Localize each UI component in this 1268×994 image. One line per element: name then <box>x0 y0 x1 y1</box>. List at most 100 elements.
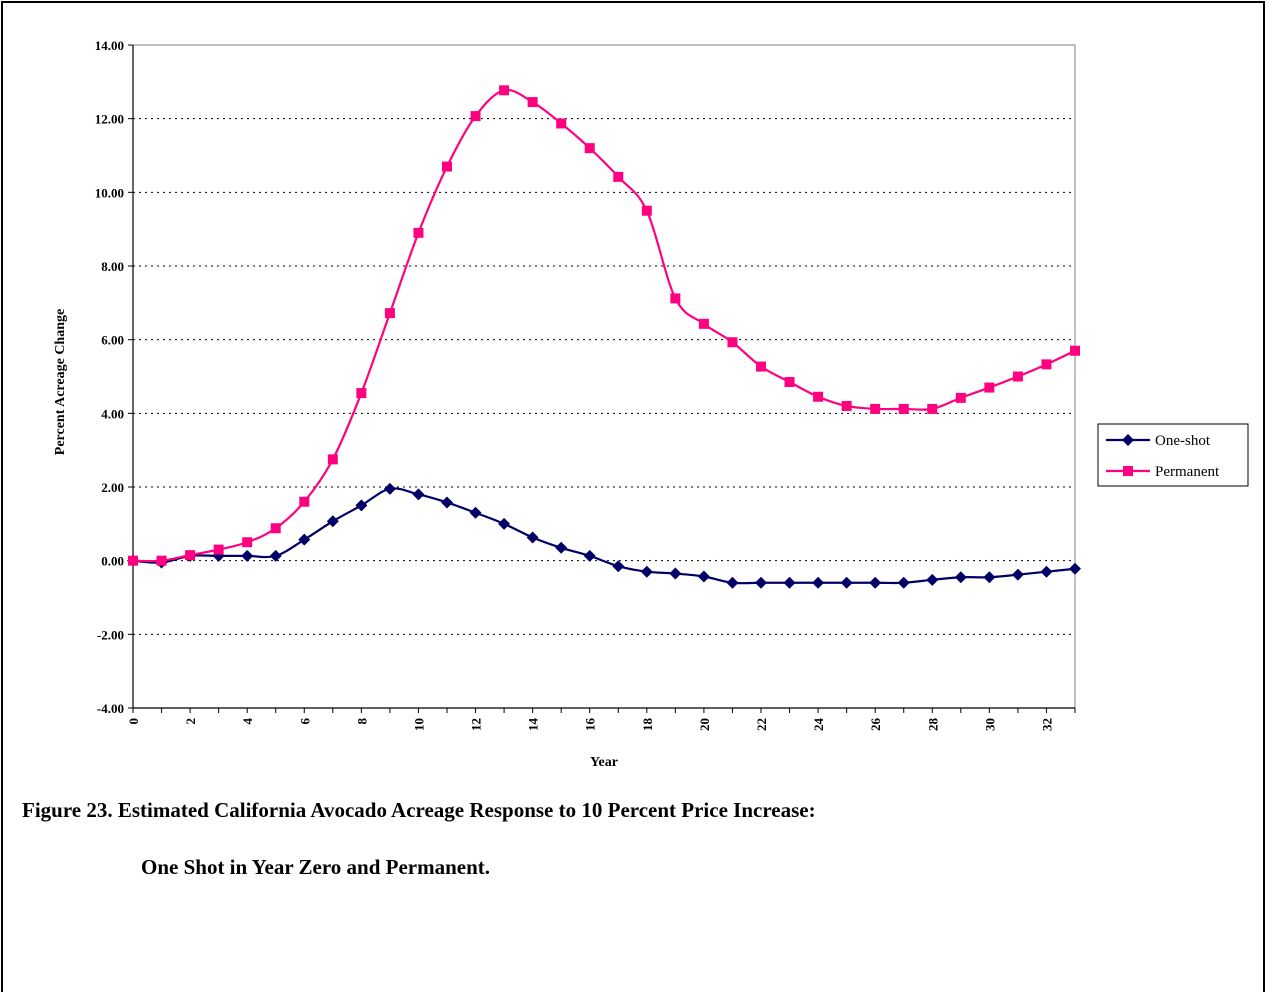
x-tick-label: 28 <box>925 718 940 732</box>
one-shot-point <box>983 571 996 584</box>
permanent-point <box>698 318 709 329</box>
permanent-point <box>384 308 395 319</box>
permanent-point <box>442 161 452 172</box>
x-tick-labels: 0 2 4 6 8 10 12 14 16 18 20 22 24 26 28 30 32 <box>126 718 1054 732</box>
one-shot-point <box>726 576 739 589</box>
legend-label: Permanent <box>1155 464 1220 480</box>
permanent-point <box>213 544 224 555</box>
caption-line-2: One Shot in Year Zero and Permanent. <box>141 855 491 879</box>
x-axis-title: Year <box>590 755 618 770</box>
one-shot-point <box>926 573 939 586</box>
x-tick-label: 22 <box>754 718 769 731</box>
y-tick-label: 4.00 <box>101 406 124 421</box>
one-shot-point <box>412 488 425 501</box>
x-tick-label: 26 <box>868 718 883 732</box>
y-tick-label: 6.00 <box>101 333 124 348</box>
permanent-point <box>470 111 481 122</box>
permanent-line <box>132 88 1076 563</box>
one-shot-point <box>469 506 482 519</box>
one-shot-point <box>783 576 796 589</box>
permanent-point <box>1070 345 1080 356</box>
one-shot-point <box>355 499 368 512</box>
x-tick-label: 18 <box>640 718 655 732</box>
x-tick-label: 0 <box>126 718 141 725</box>
permanent-point <box>1012 371 1023 382</box>
permanent-point <box>756 361 766 372</box>
permanent-point <box>1041 359 1052 370</box>
x-tick-label: 4 <box>240 718 255 725</box>
permanent-series <box>128 85 1080 566</box>
permanent-point <box>670 293 681 304</box>
permanent-point <box>556 118 567 129</box>
permanent-point <box>1123 466 1133 476</box>
x-tick-label: 32 <box>1039 718 1054 731</box>
permanent-point <box>955 392 966 403</box>
one-shot-point <box>526 531 539 544</box>
one-shot-point <box>1069 562 1081 575</box>
one-shot-series <box>127 482 1081 589</box>
one-shot-point <box>954 571 967 584</box>
y-tick-label: 2.00 <box>101 480 124 495</box>
x-tick-label: 16 <box>583 718 598 732</box>
x-tick-label: 2 <box>183 718 198 725</box>
one-shot-point <box>755 576 767 589</box>
y-tick-label: 0.00 <box>101 554 124 569</box>
y-tick-label: 12.00 <box>95 112 124 127</box>
permanent-point <box>927 403 938 414</box>
permanent-point <box>841 400 852 411</box>
one-shot-point <box>583 549 596 562</box>
y-tick-labels: 14.00 12.00 10.00 8.00 6.00 4.00 2.00 0.00 -2.00… <box>95 38 124 716</box>
permanent-point <box>984 382 995 393</box>
permanent-point <box>185 550 196 561</box>
x-tick-label: 6 <box>297 718 312 725</box>
legend-label: One-shot <box>1155 433 1211 449</box>
legend-item-permanent: Permanent <box>1106 464 1220 480</box>
one-shot-point <box>840 576 853 589</box>
permanent-point <box>156 555 167 566</box>
permanent-point <box>813 391 824 402</box>
permanent-point <box>870 403 881 414</box>
y-tick-label: -4.00 <box>97 701 124 716</box>
one-shot-point <box>269 549 282 562</box>
permanent-point <box>128 555 138 566</box>
one-shot-point <box>441 496 453 509</box>
permanent-point <box>727 337 738 348</box>
permanent-point <box>898 403 909 414</box>
y-tick-label: 8.00 <box>101 259 124 274</box>
caption-line-1: Figure 23. Estimated California Avocado … <box>22 798 816 822</box>
y-tick-label: 14.00 <box>95 38 124 53</box>
one-shot-point <box>1122 434 1134 446</box>
y-tick-label: 10.00 <box>95 185 124 200</box>
one-shot-point <box>383 482 396 495</box>
axes <box>132 45 1076 713</box>
one-shot-point <box>1040 565 1053 578</box>
one-shot-point <box>869 576 882 589</box>
one-shot-point <box>812 576 825 589</box>
permanent-point <box>499 85 510 96</box>
line-chart: 14.00 12.00 10.00 8.00 6.00 4.00 2.00 0.00 -2.00… <box>53 38 1249 770</box>
permanent-point <box>356 388 367 399</box>
one-shot-point <box>669 567 682 580</box>
permanent-point <box>413 227 424 238</box>
one-shot-point <box>498 517 511 530</box>
permanent-point <box>527 97 538 108</box>
permanent-point <box>270 523 281 534</box>
legend: One-shot Permanent <box>1097 423 1249 487</box>
permanent-point <box>641 205 652 216</box>
permanent-point <box>584 143 595 154</box>
one-shot-point <box>241 549 254 562</box>
x-tick-label: 20 <box>697 718 712 731</box>
plot-area-border <box>132 44 1076 709</box>
legend-item-one-shot: One-shot <box>1106 433 1211 449</box>
one-shot-point <box>640 565 653 578</box>
one-shot-line <box>132 487 1076 585</box>
x-tick-label: 24 <box>811 718 826 732</box>
permanent-point <box>784 377 795 388</box>
one-shot-point <box>897 576 910 589</box>
one-shot-point <box>555 541 568 554</box>
permanent-point <box>327 454 338 465</box>
x-tick-label: 8 <box>354 718 369 725</box>
one-shot-point <box>612 560 625 573</box>
one-shot-point <box>326 515 339 528</box>
